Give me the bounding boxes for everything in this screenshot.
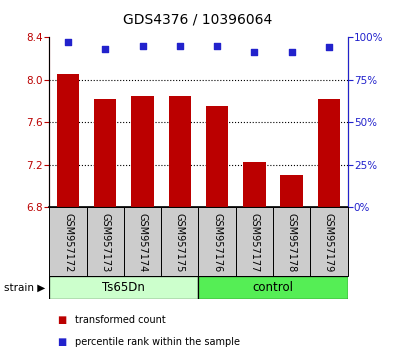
Bar <box>169 96 191 207</box>
Bar <box>49 276 199 299</box>
Bar <box>318 99 340 207</box>
Point <box>214 43 220 48</box>
Text: Ts65Dn: Ts65Dn <box>102 281 145 294</box>
Text: GSM957179: GSM957179 <box>324 213 334 272</box>
Bar <box>49 207 87 276</box>
Bar <box>57 74 79 207</box>
Text: ■: ■ <box>57 337 66 347</box>
Bar <box>280 175 303 207</box>
Text: ■: ■ <box>57 315 66 325</box>
Bar <box>199 207 236 276</box>
Bar <box>124 207 161 276</box>
Point <box>288 50 295 55</box>
Text: GSM957176: GSM957176 <box>212 213 222 272</box>
Bar <box>206 106 228 207</box>
Bar <box>243 162 265 207</box>
Text: GSM957178: GSM957178 <box>287 213 297 272</box>
Bar <box>199 276 348 299</box>
Point <box>177 43 183 48</box>
Text: GSM957174: GSM957174 <box>137 213 148 272</box>
Text: GSM957177: GSM957177 <box>249 213 260 272</box>
Text: GDS4376 / 10396064: GDS4376 / 10396064 <box>123 12 272 27</box>
Bar <box>236 207 273 276</box>
Text: transformed count: transformed count <box>75 315 166 325</box>
Point <box>326 45 332 50</box>
Point <box>139 43 146 48</box>
Text: strain ▶: strain ▶ <box>4 282 45 293</box>
Bar <box>94 99 117 207</box>
Text: GSM957173: GSM957173 <box>100 213 110 272</box>
Bar <box>132 96 154 207</box>
Bar <box>310 207 348 276</box>
Bar <box>273 207 310 276</box>
Text: GSM957175: GSM957175 <box>175 213 185 272</box>
Text: percentile rank within the sample: percentile rank within the sample <box>75 337 240 347</box>
Text: control: control <box>252 281 293 294</box>
Point <box>65 39 71 45</box>
Point <box>102 46 109 52</box>
Bar <box>87 207 124 276</box>
Text: GSM957172: GSM957172 <box>63 213 73 272</box>
Point <box>251 50 258 55</box>
Bar <box>161 207 199 276</box>
